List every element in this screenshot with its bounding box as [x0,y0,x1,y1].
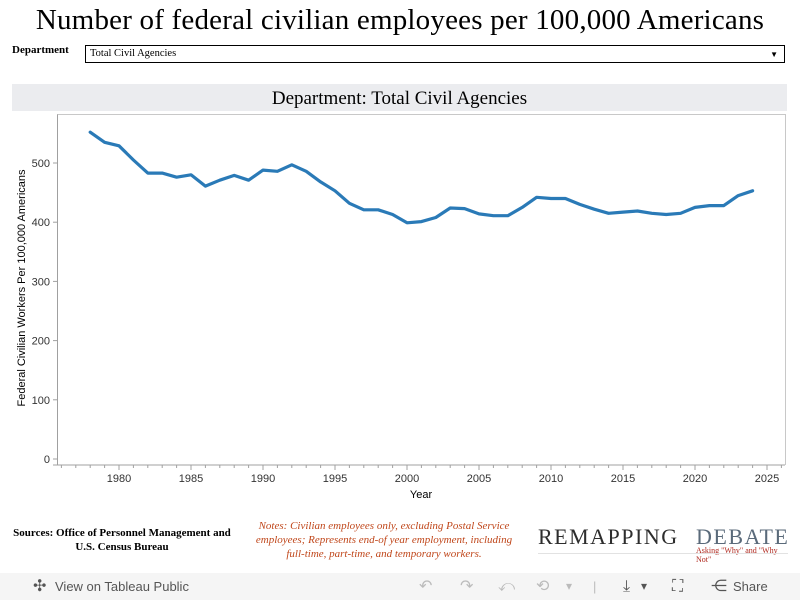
view-on-tableau-public-link[interactable]: View on Tableau Public [55,579,189,594]
logo-word-debate: DEBATE [696,524,790,549]
x-tick-label: 2010 [539,473,563,485]
refresh-icon[interactable]: ⟲ [536,578,550,595]
x-tick-label: 2020 [683,473,707,485]
x-tick-label: 2000 [395,473,419,485]
page-title: Number of federal civilian employees per… [35,4,765,36]
refresh-dropdown-icon[interactable]: ▾ [566,579,573,593]
y-axis: 0 100 200 300 400 500 [32,158,58,466]
download-dropdown-icon[interactable]: ▾ [641,579,648,593]
fullscreen-icon[interactable]: ⛶ [672,578,684,595]
notes-text: Notes: Civilian employees only, excludin… [255,520,513,560]
x-tick-label: 2015 [611,473,635,485]
y-tick-label: 400 [32,217,50,229]
x-tick-label: 2005 [467,473,491,485]
redo-icon[interactable]: ↷ [460,578,474,595]
tableau-logo-icon[interactable]: ✣ [33,578,47,595]
logo-tagline: Asking "Why" and "Why Not" [696,546,778,564]
remapping-debate-logo[interactable]: REMAPPING DEBATE Asking "Why" and "Why N… [538,522,790,564]
department-dropdown[interactable]: Total Civil Agencies ▼ [85,45,785,63]
tableau-toolbar: ✣ View on Tableau Public ↶ ↷ ⤺ ⟲ ▾ | ⤓ ▾… [0,573,800,600]
chart-header: Department: Total Civil Agencies [12,84,787,111]
x-tick-label: 1995 [323,473,347,485]
sources-text: Sources: Office of Personnel Management … [13,527,231,553]
toolbar-divider: | [593,579,597,594]
x-tick-label: 1990 [251,473,275,485]
series-layer [88,130,755,225]
undo-icon[interactable]: ↶ [419,578,433,595]
series-line [88,130,755,225]
department-dropdown-value: Total Civil Agencies [90,48,177,59]
department-filter-label: Department [12,44,69,56]
y-tick-label: 100 [32,395,50,407]
x-axis-title: Year [410,489,433,501]
logo-divider [538,553,788,554]
plot-area [57,114,786,465]
x-tick-label: 1980 [107,473,131,485]
logo-word-remapping: REMAPPING [538,524,679,549]
y-tick-label: 0 [44,454,50,466]
x-tick-label: 2025 [755,473,779,485]
y-tick-label: 200 [32,336,50,348]
share-icon[interactable]: ⋲ [711,578,727,595]
y-axis-title: Federal Civilian Workers Per 100,000 Ame… [16,169,28,407]
download-icon[interactable]: ⤓ [623,578,631,595]
share-button[interactable]: Share [733,579,768,594]
chevron-down-icon[interactable]: ▼ [770,50,778,59]
x-axis: 1980 1985 1990 1995 2000 2005 2010 2015 2020 2025 [53,464,785,485]
x-tick-label: 1985 [179,473,203,485]
revert-icon[interactable]: ⤺ [498,578,516,595]
y-tick-label: 300 [32,276,50,288]
y-tick-label: 500 [32,158,50,170]
